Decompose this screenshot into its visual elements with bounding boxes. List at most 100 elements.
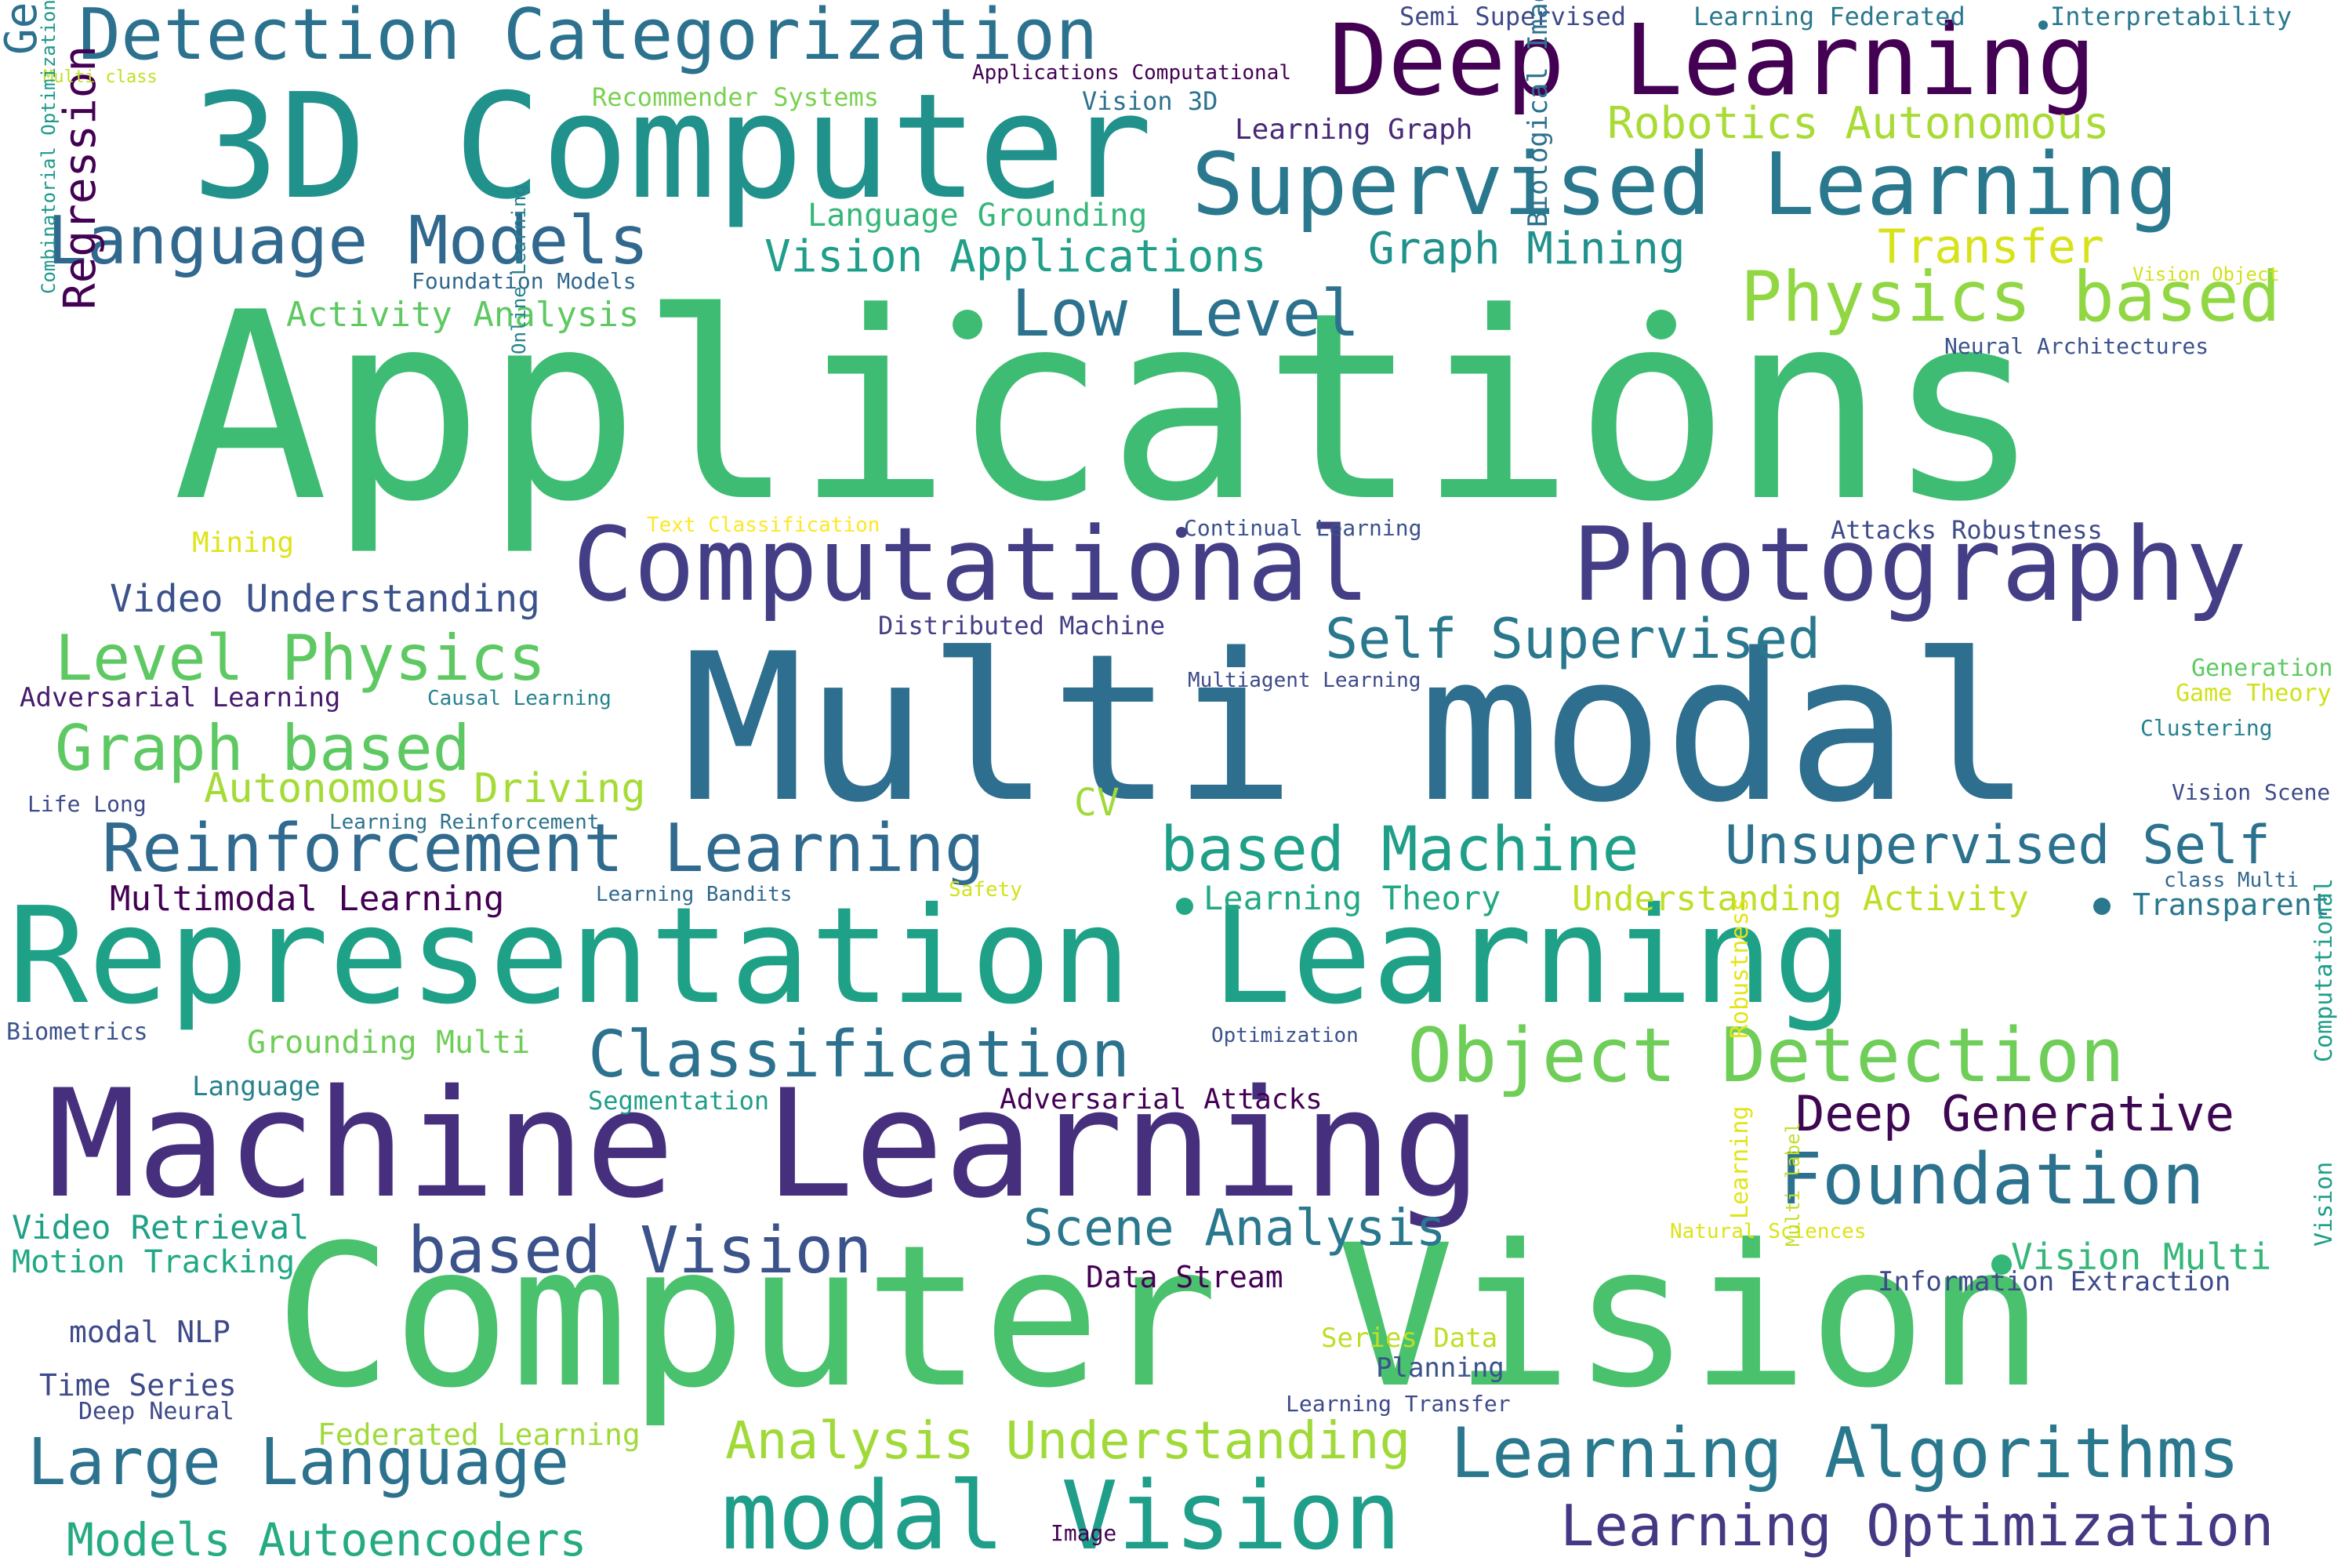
cloud-word: Learning Optimization <box>1560 1493 2274 1559</box>
cloud-word: Deep Neural <box>78 1398 234 1425</box>
cloud-word: Learning Transfer <box>1286 1391 1511 1417</box>
cloud-word: Segmentation <box>588 1086 770 1116</box>
cloud-word: Text Classification <box>647 514 880 537</box>
cloud-word: Biological Imaging <box>1523 0 1554 227</box>
cloud-word: Learning Federated <box>1693 2 1965 31</box>
decorative-dot <box>2093 898 2111 915</box>
cloud-word: Applications <box>172 257 2042 558</box>
cloud-word: Generation <box>2191 655 2333 682</box>
cloud-word: Understanding Activity <box>1572 879 2029 919</box>
cloud-word: Multiagent Learning <box>1188 669 1421 692</box>
cloud-word: Neural Architectures <box>1944 333 2209 359</box>
cloud-word: Transparent <box>2132 887 2330 922</box>
cloud-word: based Machine <box>1160 815 1639 885</box>
cloud-word: Combinatorial Optimization <box>38 0 60 294</box>
cloud-word: Attacks Robustness <box>1831 515 2103 545</box>
cloud-word: Applications Computational <box>972 61 1291 85</box>
cloud-word: Language <box>192 1071 321 1102</box>
decorative-dot <box>2038 20 2048 30</box>
cloud-word: Foundation <box>1780 1138 2205 1221</box>
cloud-word: Vision Multi <box>2011 1236 2272 1278</box>
cloud-word: Semi Supervised <box>1399 2 1626 31</box>
cloud-word: Scene Analysis <box>1023 1200 1446 1258</box>
cloud-word: Unsupervised Self <box>1725 815 2270 877</box>
cloud-word: Learning Reinforcement <box>329 811 600 834</box>
cloud-word: Video Retrieval <box>12 1208 310 1247</box>
cloud-word: Multi label <box>1782 1122 1804 1247</box>
cloud-word: Activity Analysis <box>286 295 640 335</box>
cloud-word: Computational <box>2310 878 2338 1062</box>
cloud-word: Information Extraction <box>1878 1266 2231 1298</box>
cloud-word: Multi modal <box>682 611 2032 848</box>
cloud-word: Robotics Autonomous <box>1607 98 2110 149</box>
cloud-word: Transfer <box>1878 220 2104 274</box>
cloud-word: Causal Learning <box>427 687 612 710</box>
cloud-word: modal Vision <box>721 1462 1401 1568</box>
cloud-word: Game Theory <box>2176 680 2332 707</box>
cloud-word: Multi class <box>43 67 158 87</box>
cloud-word: Vision Object <box>2132 263 2280 285</box>
cloud-word: Foundation Models <box>412 268 637 294</box>
cloud-word: Safety <box>949 878 1022 902</box>
cloud-word: Interpretability <box>2050 2 2292 31</box>
cloud-word: Photography <box>1572 505 2247 624</box>
cloud-word: modal NLP <box>69 1315 230 1349</box>
cloud-word: 3D Computer <box>192 62 1153 231</box>
cloud-word: Learning Theory <box>1203 879 1501 917</box>
decorative-dot <box>953 310 982 339</box>
cloud-word: Large Language <box>27 1425 570 1500</box>
cloud-word: Time Series <box>39 1368 237 1403</box>
cloud-word: Machine Learning <box>47 1058 1483 1231</box>
decorative-dot <box>1991 1254 2012 1275</box>
decorative-dot <box>1646 310 1676 339</box>
cloud-word: Detection Categorization <box>78 0 1098 76</box>
cloud-word: Reinforcement Learning <box>102 810 985 887</box>
cloud-word: Self Supervised <box>1325 607 1821 671</box>
cloud-word: Grounding Multi <box>247 1025 531 1061</box>
cloud-word: Adversarial Attacks <box>1000 1083 1323 1116</box>
cloud-word: Computational <box>572 505 1370 624</box>
cloud-word: Graph Mining <box>1368 223 1686 274</box>
cloud-word: CV <box>1074 781 1120 825</box>
cloud-word: Video Understanding <box>110 577 541 621</box>
decorative-dot <box>1176 527 1187 538</box>
cloud-word: Level Physics <box>55 622 546 695</box>
cloud-word: Vision Applications <box>764 231 1267 282</box>
cloud-word: Federated Learning <box>318 1417 641 1452</box>
cloud-word: Vision <box>2310 1161 2338 1247</box>
cloud-word: Mining <box>192 527 295 559</box>
cloud-word: Online Learning <box>508 184 530 354</box>
cloud-word: Physics based <box>1740 256 2281 337</box>
cloud-word: Learning Bandits <box>596 883 793 906</box>
cloud-word: Representation Learning <box>8 879 1854 1034</box>
cloud-word: Planning <box>1376 1352 1504 1384</box>
cloud-word: Learning Algorithms <box>1450 1413 2240 1494</box>
cloud-word: Classification <box>588 1018 1131 1092</box>
cloud-word: Analysis Understanding <box>725 1410 1411 1471</box>
cloud-word: Graph based <box>55 712 470 785</box>
cloud-word: Motion Tracking <box>12 1244 296 1280</box>
cloud-word: Natural Sciences <box>1670 1220 1867 1243</box>
cloud-word: Clustering <box>2140 715 2273 741</box>
cloud-word: Supervised Learning <box>1192 134 2179 234</box>
cloud-word: Vision Scene <box>2172 779 2331 805</box>
cloud-word: Learning Graph <box>1235 114 1473 146</box>
cloud-word: Biometrics <box>6 1018 148 1046</box>
cloud-word: Life Long <box>27 791 147 817</box>
cloud-word: Low Level <box>1011 277 1360 351</box>
cloud-word: Continual Learning <box>1184 515 1422 541</box>
cloud-word: Learning <box>1726 1105 1754 1220</box>
cloud-word: class Multi <box>2164 869 2299 892</box>
cloud-word: Multimodal Learning <box>110 879 505 919</box>
cloud-word: Distributed Machine <box>878 611 1166 641</box>
cloud-word: Image <box>1051 1520 1117 1546</box>
cloud-word: Object Detection <box>1407 1013 2125 1099</box>
decorative-dot <box>1176 898 1193 915</box>
cloud-word: Data Stream <box>1086 1260 1283 1294</box>
cloud-word: Autonomous Driving <box>204 765 646 812</box>
cloud-word: Deep Learning <box>1329 4 2096 118</box>
cloud-word: Models Autoencoders <box>67 1513 587 1566</box>
cloud-word: based Vision <box>408 1214 873 1288</box>
cloud-word: Series Data <box>1321 1323 1498 1354</box>
